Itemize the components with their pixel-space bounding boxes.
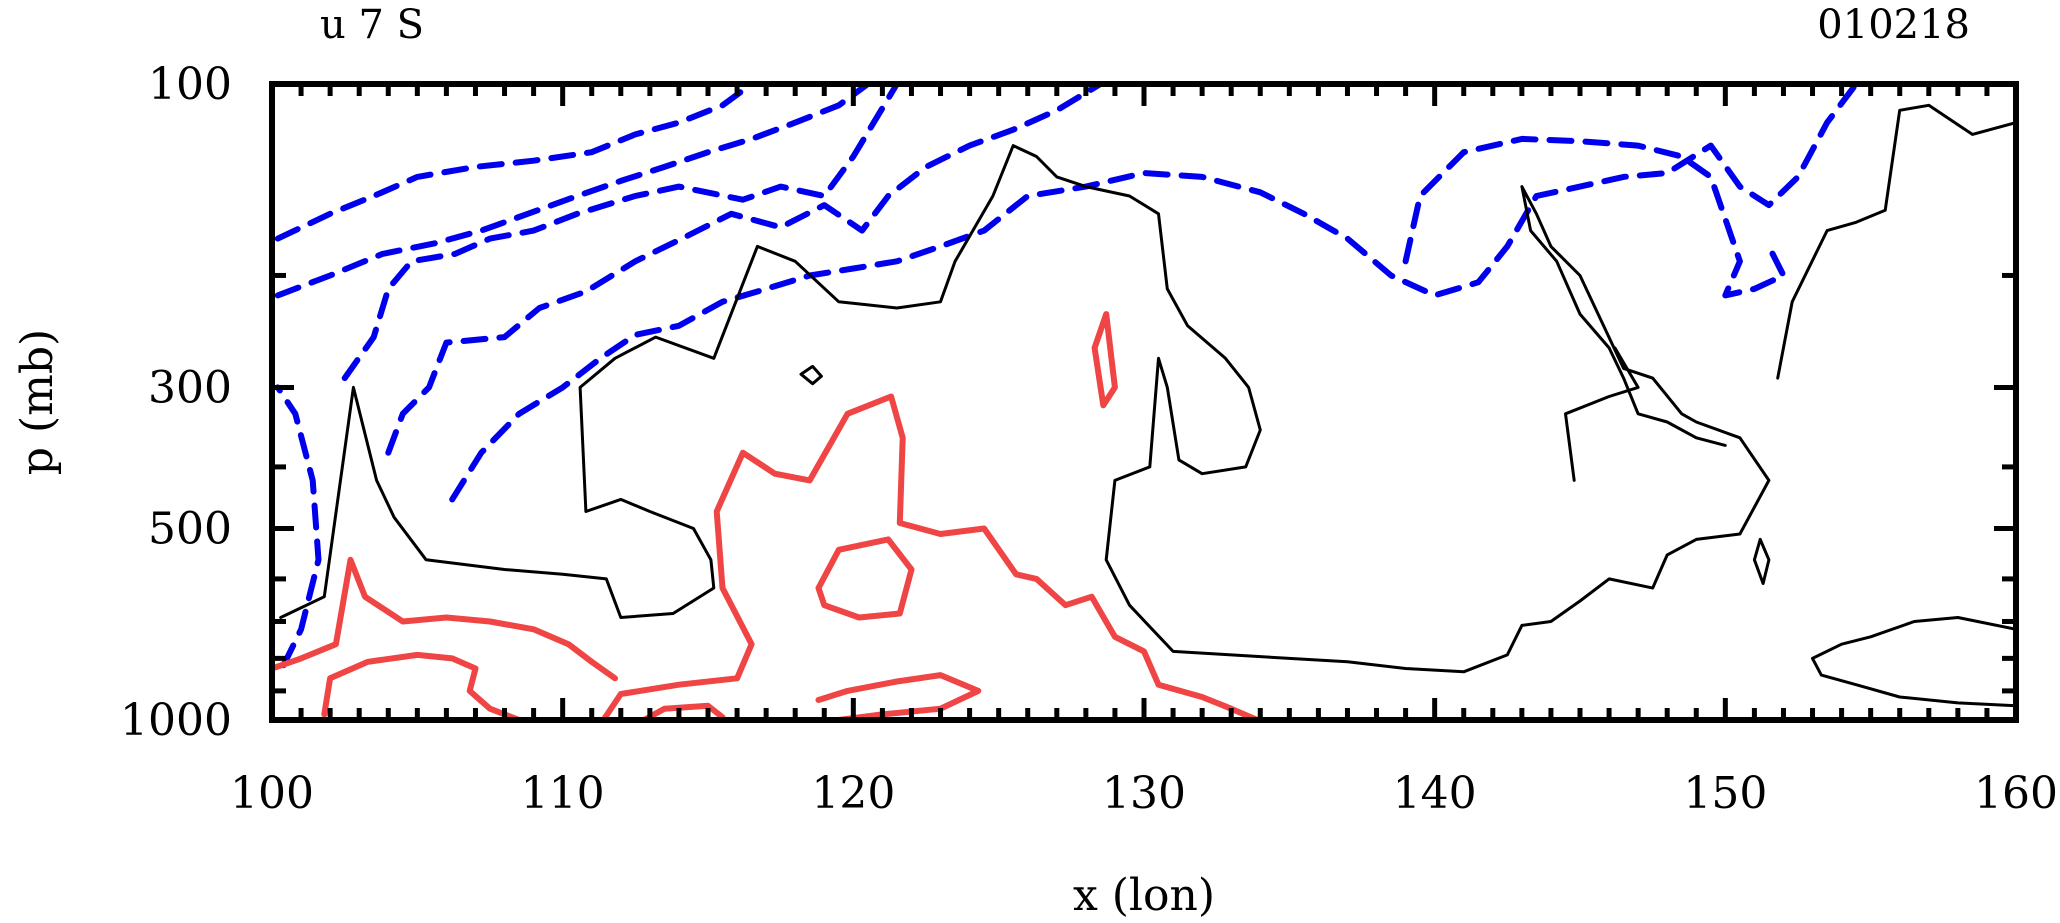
- x-tick-label: 160: [1974, 768, 2058, 819]
- x-tick-label: 150: [1683, 768, 1767, 819]
- contour-line-positive-5: [641, 702, 726, 720]
- contour-line-negative-4: [385, 84, 1104, 456]
- y-tick-label: 500: [148, 504, 232, 555]
- contour-line-positive-6: [1091, 311, 1118, 409]
- contour-line-positive-4: [815, 672, 982, 720]
- x-tick-label: 140: [1393, 768, 1477, 819]
- contour-line-positive-1: [321, 651, 523, 720]
- contour-line-negative-2: [274, 84, 871, 299]
- plot-frame: [269, 81, 2019, 723]
- contour-line-zero-1: [1564, 346, 1640, 482]
- contour-line-zero-2: [1776, 103, 2016, 380]
- contour-line-negative-5: [449, 84, 1860, 503]
- y-tick-label: 1000: [120, 695, 232, 746]
- chart-title-left: u 7 S: [320, 2, 424, 48]
- contour-line-zero-3: [1811, 616, 2016, 708]
- contour-line-negative-3: [341, 84, 900, 382]
- y-axis-label: p (mb): [12, 329, 63, 475]
- x-axis-label: x (lon): [1073, 870, 1215, 921]
- contour-line-negative-1: [274, 84, 755, 242]
- x-tick-label: 130: [1102, 768, 1186, 819]
- x-tick-label: 100: [230, 768, 314, 819]
- contour-line-zero-4: [799, 364, 823, 386]
- contour-line-zero-5: [1752, 537, 1771, 585]
- x-tick-label: 110: [521, 768, 605, 819]
- contour-layer: [272, 84, 2016, 720]
- y-tick-label: 100: [148, 59, 232, 110]
- chart-title-right: 010218: [1817, 2, 1970, 48]
- x-tick-label: 120: [811, 768, 895, 819]
- contour-line-positive-2: [600, 393, 1261, 720]
- contour-line-negative-6: [1402, 135, 1787, 299]
- contour-line-negative-0: [274, 384, 322, 669]
- contour-line-zero-0: [279, 144, 1771, 674]
- contour-line-positive-3: [815, 536, 915, 621]
- y-tick-label: 300: [148, 362, 232, 413]
- axis-tick-labels: 100 110 120 130 140 150 160 100 300 500 1000: [120, 59, 2058, 819]
- contour-line-positive-0: [272, 556, 618, 682]
